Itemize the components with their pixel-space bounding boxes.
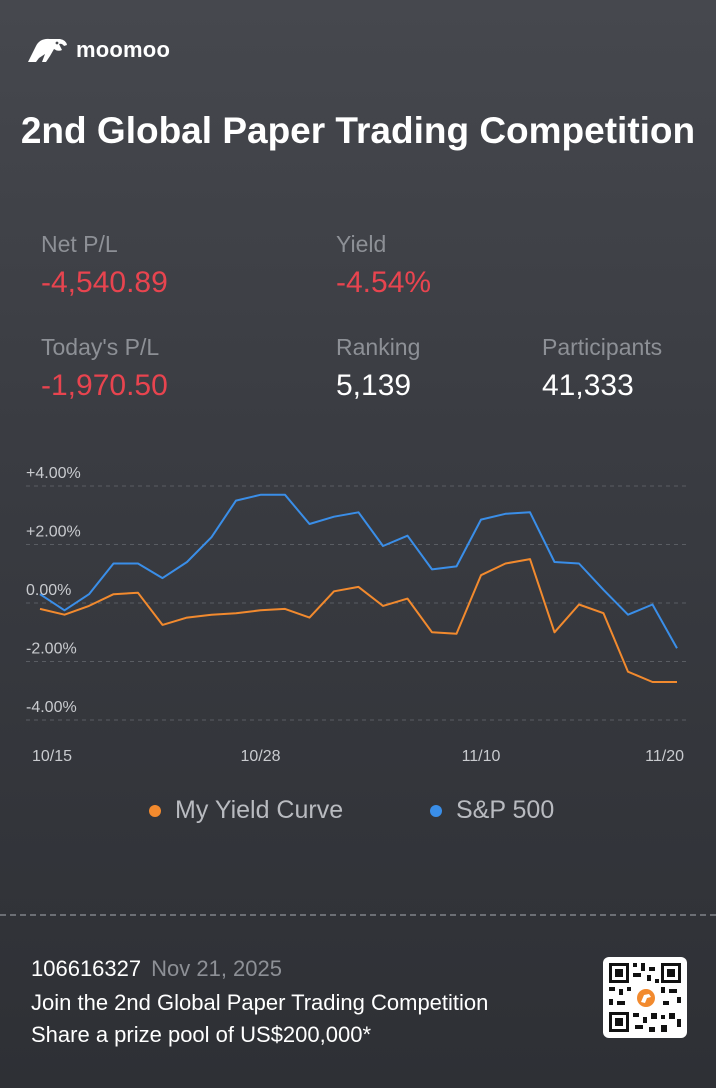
moomoo-bull-icon <box>28 38 67 62</box>
todays-pl-value: -1,970.50 <box>41 369 168 402</box>
share-date: Nov 21, 2025 <box>151 956 282 981</box>
legend-label-my-yield: My Yield Curve <box>175 796 344 824</box>
stat-todays-pl: Today's P/L -1,970.50 <box>41 333 168 405</box>
y-tick-label: -4.00% <box>26 699 77 716</box>
y-tick-label: +4.00% <box>26 465 81 482</box>
y-tick-label: 0.00% <box>26 582 71 599</box>
net-pl-value: -4,540.89 <box>41 266 168 299</box>
chart-legend: My Yield Curve S&P 500 <box>0 796 716 836</box>
legend-item-sp500: S&P 500 <box>430 796 554 825</box>
stat-net-pl: Net P/L -4,540.89 <box>41 230 168 302</box>
y-tick-label: -2.00% <box>26 641 77 658</box>
participants-label: Participants <box>542 334 663 360</box>
legend-dot-my-yield <box>149 804 161 817</box>
user-id: 106616327 <box>31 956 142 981</box>
ranking-label: Ranking <box>336 334 421 360</box>
x-tick-label: 11/20 <box>645 748 684 765</box>
series-line-sp500 <box>39 493 678 649</box>
stat-participants: Participants 41,333 <box>542 333 662 405</box>
legend-item-my-yield: My Yield Curve <box>149 796 343 825</box>
series-line-my-yield <box>39 558 677 683</box>
footer: 106616327 Nov 21, 2025 Join the 2nd Globa… <box>31 955 488 1051</box>
x-tick-label: 11/10 <box>462 748 501 765</box>
stat-ranking: Ranking 5,139 <box>336 333 420 405</box>
legend-label-sp500: S&P 500 <box>456 796 555 824</box>
ranking-value: 5,139 <box>336 369 412 402</box>
footer-id-line: 106616327 Nov 21, 2025 <box>31 955 488 983</box>
y-tick-label: +2.00% <box>26 524 81 541</box>
promo-line-1: Join the 2nd Global Paper Trading Compet… <box>31 990 489 1015</box>
yield-value: -4.54% <box>336 266 432 299</box>
brand-name: moomoo <box>76 37 171 62</box>
page-title: 2nd Global Paper Trading Competition <box>20 110 696 151</box>
x-tick-label: 10/28 <box>240 748 280 765</box>
yield-chart: +4.00% +2.00% 0.00% -2.00% -4.00% 10/15 10/28 1… <box>26 465 690 765</box>
x-tick-label: 10/15 <box>32 748 72 765</box>
participants-value: 41,333 <box>542 369 634 402</box>
dashed-divider <box>0 914 716 916</box>
qr-code-icon <box>609 963 681 1032</box>
net-pl-label: Net P/L <box>41 231 118 257</box>
stat-yield: Yield -4.54% <box>336 230 431 302</box>
promo-line-2: Share a prize pool of US$200,000* <box>31 1022 372 1047</box>
brand-logo: moomoo <box>26 36 170 64</box>
qr-code[interactable] <box>603 957 687 1038</box>
yield-label: Yield <box>336 231 387 257</box>
todays-pl-label: Today's P/L <box>41 334 160 360</box>
legend-dot-sp500 <box>430 804 442 817</box>
